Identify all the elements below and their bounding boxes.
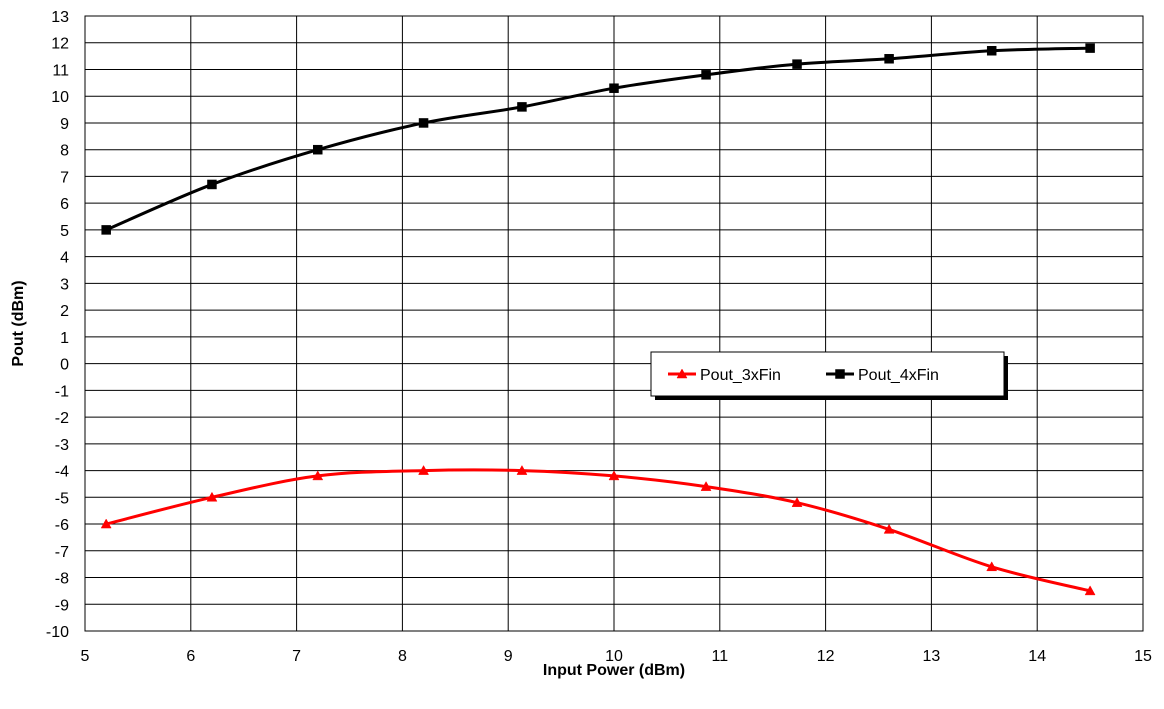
y-axis-title: Pout (dBm) [10,280,27,366]
x-axis-title: Input Power (dBm) [543,662,685,679]
data-point [792,59,802,69]
data-point [986,46,997,56]
data-point [516,465,528,475]
data-point [206,491,218,502]
legend-label: Pout_4xFin [858,367,939,384]
y-tick-label: 13 [51,9,69,26]
y-tick-label: 0 [60,357,69,374]
y-tick-label: -6 [55,517,69,534]
legend-marker [676,368,688,379]
series-Pout_3xFin [100,465,1096,596]
y-tick-label: -7 [55,544,69,561]
data-point [517,102,527,112]
legend-item: Pout_3xFin [668,367,781,384]
y-tick-label: -4 [55,464,69,481]
y-tick-label: -10 [46,624,69,641]
y-tick-label: -3 [55,437,69,454]
y-tick-label: 3 [60,276,69,293]
series-layer [100,43,1096,596]
data-point [791,497,803,507]
x-tick-labels: 5 6 7 8 9 10 11 12 13 14 15 [81,648,1152,665]
y-tick-label: -1 [55,383,69,400]
data-point [609,83,619,93]
data-point [313,144,323,155]
data-point [312,470,324,481]
y-tick-label: -2 [55,410,69,427]
data-point [700,481,712,491]
data-point [100,518,112,529]
data-point [1084,585,1096,596]
x-tick-label: 15 [1134,648,1152,665]
x-tick-label: 10 [605,648,623,665]
series-Pout_4xFin [101,43,1095,235]
data-point [101,225,111,235]
y-tick-label: 4 [60,250,69,267]
x-tick-label: 12 [817,648,835,665]
data-point [986,561,998,572]
x-tick-label: 14 [1028,648,1046,665]
x-tick-label: 5 [81,648,90,665]
y-tick-label: 9 [60,116,69,133]
data-point [418,118,429,128]
data-point [884,54,894,64]
y-tick-label: 7 [60,169,69,186]
legend-label: Pout_3xFin [700,367,781,384]
y-tick-label: -9 [55,597,69,614]
legend-item: Pout_4xFin [826,367,939,384]
x-tick-label: 13 [923,648,941,665]
y-tick-label: 2 [60,303,69,320]
legend: Pout_3xFin Pout_4xFin [650,351,1008,400]
y-tick-label: 12 [51,36,69,53]
x-tick-label: 11 [711,648,728,665]
y-tick-label: 10 [51,89,69,106]
legend-marker [835,369,845,379]
y-tick-label: -8 [55,571,69,588]
y-tick-label: -5 [55,490,69,507]
y-tick-label: 6 [60,196,69,213]
y-tick-label: 5 [60,223,69,240]
x-tick-label: 6 [186,648,195,665]
data-point [1085,43,1095,53]
x-tick-label: 9 [504,648,513,665]
data-point [207,179,217,190]
data-point [701,70,711,80]
plot-border [84,15,1144,632]
data-point [883,523,895,534]
x-tick-label: 8 [398,648,407,665]
y-tick-label: 11 [52,62,69,79]
y-tick-label: 8 [60,143,69,160]
y-tick-label: 1 [60,330,69,347]
data-point [608,470,620,481]
x-tick-label: 7 [292,648,301,665]
data-point [418,465,429,475]
